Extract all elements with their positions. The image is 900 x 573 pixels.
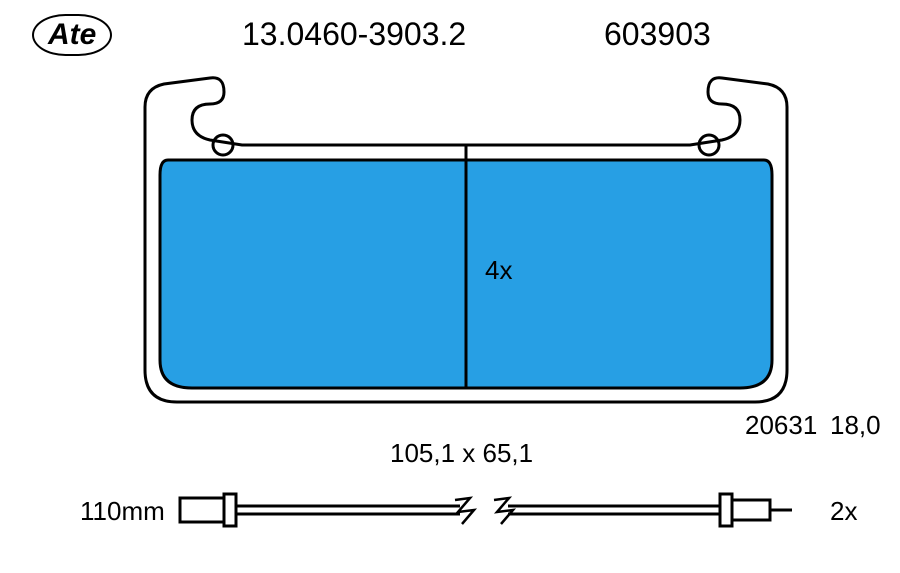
pad-dimensions-label: 105,1 x 65,1 <box>390 438 533 469</box>
sensor-quantity-label: 2x <box>830 496 857 527</box>
hook-hole-right <box>699 135 719 155</box>
wear-sensor-drawing <box>180 494 792 526</box>
technical-diagram: Ate 13.0460-3903.2 603903 <box>0 0 900 573</box>
brake-pad-drawing <box>0 0 900 573</box>
pad-thickness-label: 18,0 <box>830 410 881 441</box>
pad-quantity-label: 4x <box>485 255 512 286</box>
hook-hole-left <box>213 135 233 155</box>
pad-code-label: 20631 <box>745 410 817 441</box>
sensor-length-label: 110mm <box>80 496 165 527</box>
